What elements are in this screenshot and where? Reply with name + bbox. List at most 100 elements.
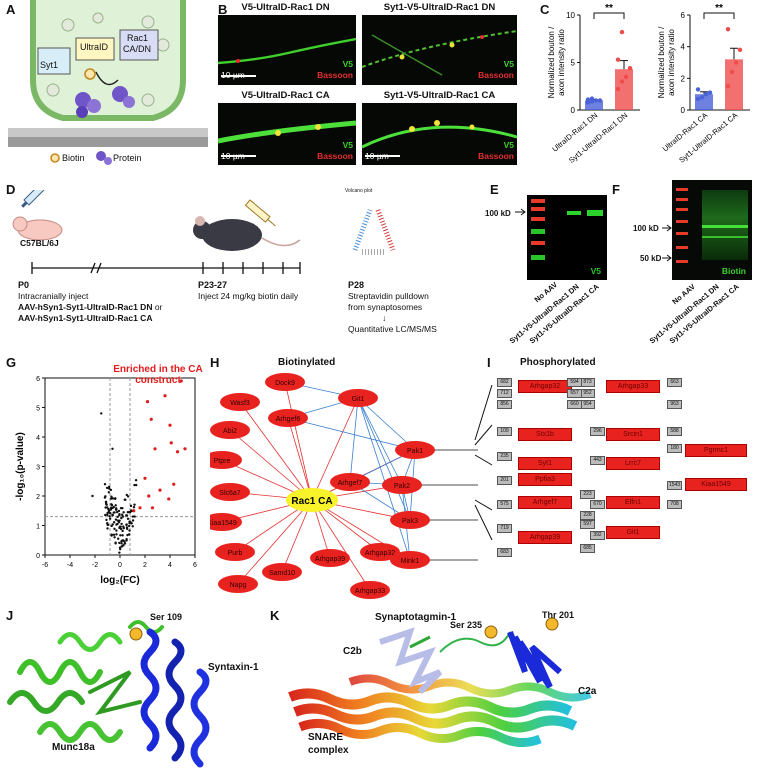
data-point <box>131 519 135 522</box>
data-point <box>121 534 124 537</box>
bar <box>615 69 633 110</box>
data-point <box>699 95 705 100</box>
data-point <box>121 539 124 542</box>
network-node-label: Mink1 <box>401 558 420 565</box>
data-point <box>619 79 625 84</box>
p23-label: P23-27 <box>198 280 228 290</box>
phosphosite-label: 670 <box>590 500 605 509</box>
data-point <box>134 479 138 482</box>
data-point <box>124 498 127 501</box>
network-node <box>338 389 378 407</box>
bassoon-label-1: Bassoon <box>317 70 353 80</box>
network-node-label: Samd10 <box>269 570 295 577</box>
enriched-point <box>163 394 167 398</box>
data-point <box>619 29 625 35</box>
network-node <box>210 451 242 469</box>
network-node-label: Arhgef7 <box>338 480 363 487</box>
v5-label-4: V5 <box>503 140 514 150</box>
edge <box>287 417 416 451</box>
data-point <box>115 533 118 536</box>
panel-label-a: A <box>6 2 16 17</box>
phosphosite-label: 575 <box>497 500 512 509</box>
v5-label-3: V5 <box>342 140 353 150</box>
p28-text-1: Streptavidin pulldown <box>348 291 429 301</box>
rac1-sub-label: CA/DN <box>123 44 152 54</box>
phosphosite-label: 392 <box>590 531 605 540</box>
y-tick-label: 0 <box>681 106 686 115</box>
panel-label-j: J <box>6 608 14 623</box>
edge <box>357 397 411 521</box>
data-point <box>593 98 599 103</box>
category-label: Syt1-UltraID-Rac1 DN <box>567 111 629 165</box>
p0-construct-row: AAV-hSyn1-Syt1-UltraID-Rac1 DN or <box>18 302 162 312</box>
network-node-label: Pak2 <box>394 483 410 490</box>
data-point <box>615 57 621 62</box>
data-point <box>128 510 132 514</box>
x-tick-label: 6 <box>193 562 197 569</box>
data-point <box>116 515 119 519</box>
data-point <box>114 541 117 544</box>
phosphosite-label: 443 <box>590 456 605 465</box>
data-point <box>123 540 126 543</box>
network-node-label: Arhgef6 <box>276 416 301 423</box>
or-text: or <box>152 302 163 312</box>
micrograph-3: 10 µm V5 Bassoon <box>218 103 356 165</box>
edge <box>229 429 313 501</box>
arrow-100kd-e <box>515 208 526 216</box>
mouse-strain-label: C57BL/6J <box>20 238 59 248</box>
phospho-protein: Srcin1 <box>606 428 660 441</box>
data-point <box>120 513 124 516</box>
data-point <box>133 503 136 506</box>
panel-label-c: C <box>540 2 550 17</box>
data-point <box>111 513 115 517</box>
network-node <box>310 549 350 567</box>
x-tick-label: -4 <box>67 562 73 569</box>
data-point <box>118 541 121 545</box>
phosphosite-label: 719 <box>497 524 512 533</box>
phospho-protein: Arhgef7 <box>518 496 572 509</box>
munc18-syntaxin-structure <box>7 620 210 768</box>
x-tick-label: -6 <box>42 562 48 569</box>
enriched-point <box>183 447 187 451</box>
network-node <box>265 373 305 391</box>
network-node-label: Kiaa1549 <box>210 520 237 527</box>
enriched-point <box>150 506 155 510</box>
x-tick-label: 4 <box>168 562 172 569</box>
data-point <box>121 515 125 518</box>
phosphosite-label: 109 <box>497 427 512 436</box>
data-point <box>133 515 136 518</box>
network-node <box>360 543 400 561</box>
data-point <box>737 47 743 53</box>
phosphosite-label: 228 <box>580 511 595 520</box>
data-point <box>106 511 109 515</box>
data-point <box>120 542 123 545</box>
bassoon-label-2: Bassoon <box>478 70 514 80</box>
micrograph-title-3: V5-UltraID-Rac1 CA <box>241 90 330 101</box>
x-tick-label: 0 <box>118 562 122 569</box>
p23-text: Inject 24 mg/kg biotin daily <box>198 291 299 301</box>
network-node <box>262 563 302 581</box>
data-point <box>107 509 111 513</box>
micrograph-1: 10 µm V5 Bassoon <box>218 15 356 85</box>
bar-chart-ca: 0 2 4 6 Normalized bouton /axon intensity ra… <box>657 3 750 165</box>
data-point <box>118 551 121 554</box>
phospho-protein: Syt1 <box>518 457 572 470</box>
phospho-protein: Arhgap33 <box>606 380 660 393</box>
panel-label-h: H <box>210 355 220 370</box>
edge <box>287 417 313 501</box>
data-point <box>110 495 113 498</box>
enriched-point <box>179 379 183 383</box>
network-node <box>395 441 435 459</box>
data-point <box>107 491 111 494</box>
micrograph-2: V5 Bassoon <box>362 15 517 85</box>
phosphosite-label: 594 <box>567 378 582 387</box>
data-point <box>725 84 731 89</box>
data-point <box>125 523 128 526</box>
data-point <box>113 497 117 501</box>
y-tick-label: 3 <box>36 465 40 472</box>
complex-label: complex <box>308 745 349 756</box>
network-node <box>350 581 390 599</box>
data-point <box>131 525 134 528</box>
phospho-title: Phosphorylated <box>520 357 596 368</box>
phospho-protein: Arhgap39 <box>518 531 572 544</box>
